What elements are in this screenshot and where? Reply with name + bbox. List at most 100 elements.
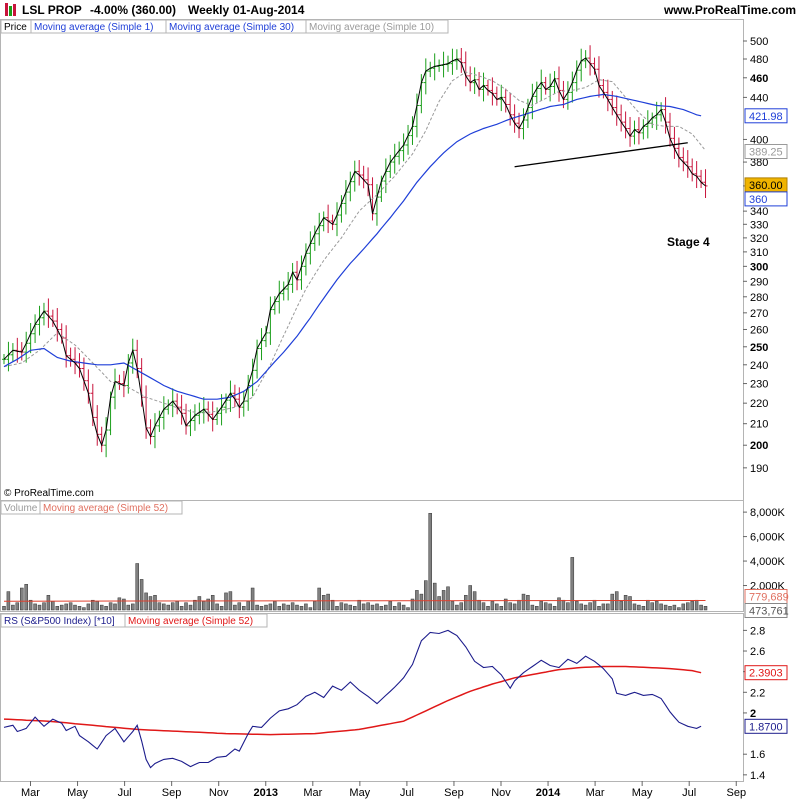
volume-bar (2, 606, 6, 611)
volume-bar (415, 590, 419, 611)
price-tick-label: 480 (750, 54, 768, 66)
volume-bar (42, 602, 46, 611)
volume-bar (24, 584, 28, 611)
rs-tick-label: 2.6 (750, 646, 765, 658)
volume-bar (659, 603, 663, 611)
price-panel (0, 19, 744, 501)
price-tick-label: 330 (750, 219, 768, 231)
volume-bar (517, 599, 521, 611)
volume-bar (37, 604, 42, 611)
volume-tick-label: 4,000K (750, 556, 786, 568)
volume-bar (344, 603, 348, 611)
volume-bar (73, 604, 77, 611)
volume-bar (286, 604, 290, 611)
volume-bar (268, 603, 273, 611)
volume-bar (686, 602, 690, 611)
volume-bar (126, 604, 131, 611)
volume-bar (428, 513, 432, 611)
volume-bar (82, 607, 86, 611)
rs-tag: 1.8700 (749, 721, 783, 733)
volume-bar (170, 602, 175, 611)
volume-bar (610, 593, 615, 611)
volume-bar (28, 599, 33, 611)
price-tick-label: 440 (750, 92, 768, 104)
volume-bar (366, 602, 370, 611)
volume-bar (619, 601, 623, 611)
price-tick-label: 320 (750, 233, 768, 245)
volume-bar (681, 603, 686, 611)
volume-bar (503, 598, 508, 611)
volume-bar (330, 599, 335, 611)
legend-ma1: Moving average (Simple 1) (34, 22, 154, 33)
volume-bar (264, 604, 268, 611)
volume-bar (202, 601, 206, 611)
volume-bar (108, 602, 113, 611)
volume-bar (690, 601, 694, 611)
price-change: -4.00% (360.00) (90, 3, 176, 17)
volume-bar (255, 604, 259, 611)
site-label: www.ProRealTime.com (663, 3, 796, 17)
volume-bar (486, 606, 490, 611)
volume-bar (477, 599, 481, 611)
last-price-tag: 360.00 (749, 180, 783, 192)
rs-panel (0, 613, 744, 782)
price-tick-label: 400 (750, 134, 768, 146)
volume-bar (641, 606, 646, 611)
volume-bar (304, 603, 308, 611)
volume-bar (237, 602, 242, 611)
legend-rs: RS (S&P500 Index) [*10] (4, 616, 115, 627)
volume-bar (290, 602, 295, 611)
volume-bar (219, 606, 224, 611)
volume-bar (419, 593, 424, 611)
volume-bar (193, 599, 197, 611)
volume-bar (135, 563, 139, 611)
volume-bar (437, 596, 441, 611)
volume-bar (521, 593, 526, 611)
volume-bar (179, 606, 184, 611)
volume-bar (699, 604, 703, 611)
neckline-trendline (514, 142, 688, 168)
volume-bar (424, 580, 428, 611)
volume-bar (117, 597, 122, 611)
volume-bar (64, 603, 68, 611)
volume-bar (215, 603, 219, 611)
volume-bar (46, 595, 51, 611)
volume-bar (162, 603, 166, 611)
volume-bar (441, 590, 446, 611)
price-tick-label: 260 (750, 325, 768, 337)
volume-bar (313, 601, 317, 611)
x-tick-label: Jul (682, 787, 696, 799)
volume-tick-label: 6,000K (750, 532, 786, 544)
volume-bar (406, 607, 410, 611)
volume-bar (206, 598, 210, 611)
period-label: Weekly (188, 3, 229, 17)
volume-bar (157, 602, 162, 611)
volume-bar (175, 601, 179, 611)
ma30-price-tag: 421.98 (749, 111, 783, 123)
volume-bar (250, 587, 255, 611)
legend-ma10: Moving average (Simple 10) (309, 22, 434, 33)
x-tick-label: 2013 (254, 787, 278, 799)
x-tick-label: May (632, 787, 653, 799)
price-tick-label: 500 (750, 36, 768, 48)
volume-bar (188, 604, 193, 611)
legend-rs-ma: Moving average (Simple 52) (128, 616, 253, 627)
volume-bar (139, 579, 144, 611)
volume-bar (597, 606, 601, 611)
volume-panel (0, 500, 744, 612)
volume-bar (273, 601, 277, 611)
volume-bar (308, 607, 313, 611)
volume-last-tag: 473,761 (749, 606, 789, 618)
volume-bar (15, 602, 20, 611)
volume-bar (672, 604, 677, 611)
volume-bar (281, 603, 286, 611)
x-tick-label: Mar (303, 787, 322, 799)
rs-legend: RS (S&P500 Index) [*10] Moving average (… (0, 613, 268, 628)
volume-bar (55, 606, 60, 611)
x-tick-label: Mar (21, 787, 40, 799)
volume-bar (526, 595, 530, 611)
rs-tick-label: 1.6 (750, 749, 765, 761)
volume-bar (197, 596, 202, 611)
rs-line (3, 629, 702, 769)
volume-bar (512, 603, 517, 611)
